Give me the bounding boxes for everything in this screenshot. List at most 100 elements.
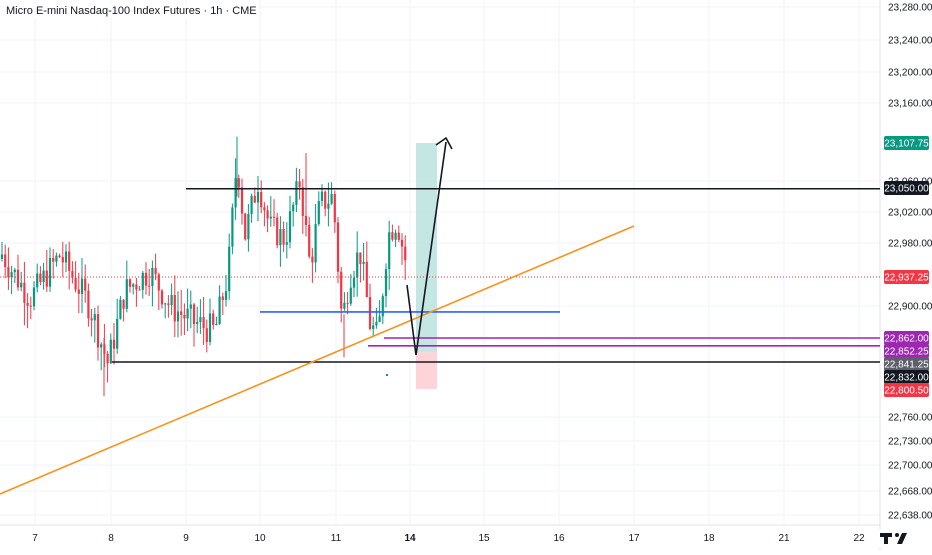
candle-body — [282, 228, 285, 245]
candle-body — [244, 213, 247, 240]
y-tick-label: 22,900.00 — [888, 302, 932, 313]
y-tick-label: 22,730.00 — [888, 437, 932, 448]
candle-body — [218, 296, 221, 325]
candle-body — [224, 291, 228, 300]
candle-body — [138, 289, 141, 291]
candle-body — [148, 285, 151, 287]
candle-body — [196, 322, 199, 325]
tradingview-logo[interactable] — [874, 529, 926, 547]
candle-body — [154, 267, 157, 275]
candle-body — [343, 302, 346, 309]
candle-body — [279, 228, 282, 246]
candle-body — [269, 216, 272, 219]
candle-body — [394, 232, 397, 240]
price-badge-label: 22,841.25 — [884, 360, 929, 371]
candle-body — [365, 261, 368, 298]
y-tick-label: 22,638.00 — [888, 511, 932, 522]
candle-body — [266, 210, 269, 219]
candle-body — [314, 224, 317, 263]
y-tick-label: 22,760.00 — [888, 413, 932, 424]
candle-body — [285, 242, 288, 245]
candle-body — [317, 200, 320, 225]
candle-body — [16, 269, 20, 288]
x-tick-label: 10 — [254, 533, 266, 544]
candle-body — [68, 251, 71, 271]
candle-body — [96, 314, 100, 348]
x-tick-label: 9 — [183, 533, 189, 544]
y-tick-label: 22,700.00 — [888, 461, 932, 472]
candle-body — [109, 339, 112, 364]
y-tick-label: 22,980.00 — [888, 239, 932, 250]
candle-body — [122, 299, 125, 309]
candle-body — [39, 273, 42, 282]
price-badge — [884, 270, 929, 284]
candle-body — [48, 257, 52, 287]
candle-body — [349, 287, 352, 304]
candle-body — [90, 318, 93, 321]
candle-body — [87, 290, 90, 319]
candle-body — [80, 278, 84, 294]
candle-body — [42, 270, 45, 282]
candle-body — [116, 318, 119, 349]
y-tick-label: 22,668.00 — [888, 487, 932, 498]
chart-title: Micro E-mini Nasdaq-100 Index Futures · … — [4, 4, 259, 18]
candle-body — [221, 296, 224, 300]
candle-body — [256, 191, 260, 203]
candle-dot — [386, 374, 388, 376]
price-badge — [884, 181, 929, 195]
candle-body — [263, 207, 266, 211]
candle-body — [157, 274, 160, 291]
candle-body — [288, 211, 292, 243]
candle-body — [119, 299, 122, 319]
candle-body — [45, 270, 48, 287]
x-tick-label: 7 — [32, 533, 38, 544]
price-badge-label: 22,862.00 — [884, 334, 929, 345]
candle-body — [4, 254, 7, 267]
candle-body — [64, 251, 68, 263]
candle-body — [327, 203, 330, 209]
candle-body — [84, 278, 87, 291]
candle-body — [23, 282, 26, 303]
y-tick-label: 23,200.00 — [888, 68, 932, 79]
candle-body — [112, 339, 116, 349]
stop-loss-zone — [416, 352, 437, 389]
candle-body — [135, 284, 138, 290]
candle-body — [301, 187, 304, 216]
candle-body — [183, 314, 186, 319]
candle-body — [228, 246, 231, 292]
candle-body — [215, 324, 218, 326]
candle-body — [237, 178, 240, 188]
candle-body — [346, 302, 349, 304]
candle-body — [26, 302, 29, 306]
candle-body — [368, 297, 372, 329]
candle-body — [308, 224, 311, 257]
candle-body — [298, 181, 301, 188]
candle-body — [304, 215, 308, 225]
y-tick-label: 23,020.00 — [888, 208, 932, 219]
candle-body — [164, 303, 167, 305]
candle-body — [141, 272, 144, 290]
candle-body — [176, 311, 180, 322]
candle-body — [7, 266, 10, 278]
x-tick-label: 14 — [404, 533, 416, 544]
candle-body — [247, 213, 250, 240]
candle-body — [100, 344, 103, 348]
candle-body — [336, 222, 340, 272]
candle-body — [381, 296, 384, 317]
candle-body — [352, 277, 356, 288]
y-tick-label: 23,240.00 — [888, 36, 932, 47]
x-tick-label: 21 — [778, 533, 790, 544]
candle-body — [276, 217, 279, 246]
candle-body — [234, 178, 237, 208]
candle-body — [128, 279, 132, 287]
candle-body — [144, 272, 148, 286]
candle-body — [74, 277, 77, 290]
candle-body — [400, 239, 404, 247]
price-badge — [884, 136, 929, 150]
price-badge-label: 22,832.00 — [884, 373, 929, 384]
candle-body — [333, 193, 336, 223]
x-tick-label: 18 — [703, 533, 715, 544]
